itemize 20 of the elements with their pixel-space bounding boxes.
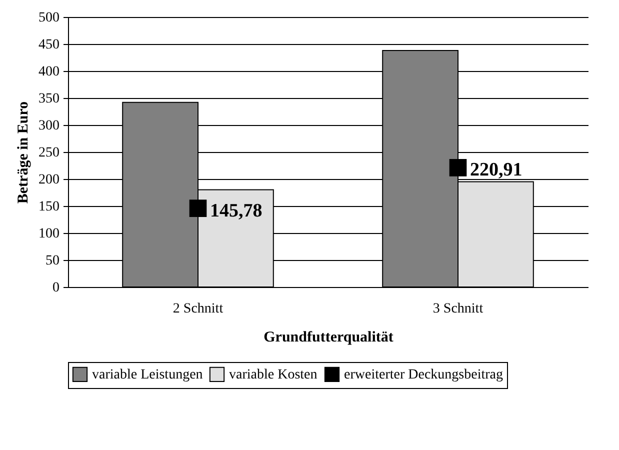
y-tick-label: 350 [38,92,60,106]
y-tick-label: 200 [38,172,60,188]
y-tick-label: 300 [38,118,60,134]
y-tick-label: 450 [38,38,60,52]
y-tick-label: 400 [38,64,60,80]
y-axis-title: Beträge in Euro [16,101,32,204]
y-tick-label: 150 [38,200,60,214]
y-tick-label: 0 [52,280,60,296]
y-tick-label: 250 [38,146,60,160]
y-tick-label: 100 [38,226,60,242]
data-label: 220,91 [470,160,522,181]
legend-label: variable Leistungen [92,367,203,382]
data-label: 145,78 [210,200,262,222]
legend-label: variable Kosten [229,367,318,382]
y-tick-label: 500 [38,10,60,26]
y-tick-label: 50 [46,254,60,268]
x-axis-title: Grundfutterqualität [264,330,394,346]
legend-label: erweiterter Deckungsbeitrag [344,367,503,382]
x-tick-label: 2 Schnitt [172,302,224,316]
x-tick-label: 3 Schnitt [432,302,484,316]
